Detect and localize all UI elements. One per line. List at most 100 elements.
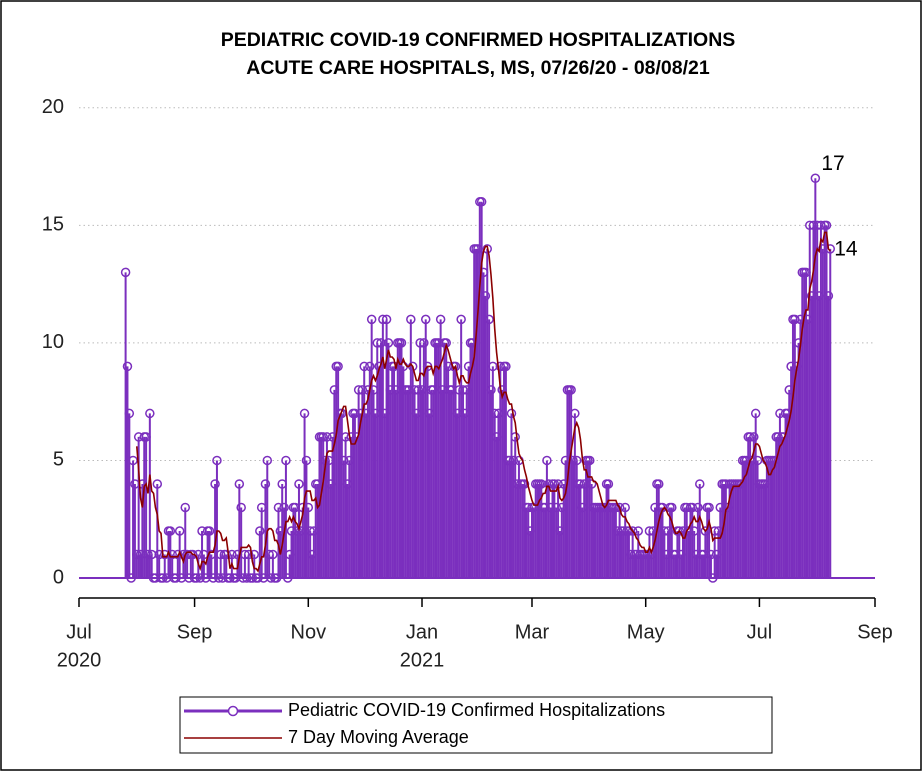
stem-marker — [506, 408, 517, 419]
legend-marker — [227, 705, 239, 717]
stem-marker — [752, 455, 763, 466]
stem-marker — [501, 361, 511, 372]
stem-marker — [281, 455, 291, 466]
stem-marker — [406, 314, 416, 325]
stem-marker — [695, 479, 705, 489]
stem-marker — [165, 526, 176, 536]
stem-marker — [654, 479, 664, 489]
stem-marker — [122, 361, 133, 372]
x-tick-label: Mar — [515, 621, 550, 643]
stem-marker — [396, 338, 407, 348]
stem-marker — [825, 244, 836, 254]
stem-marker — [586, 479, 597, 489]
stem-marker — [187, 549, 198, 560]
stem-marker — [542, 455, 552, 466]
x-tick-label: Nov — [291, 621, 327, 643]
stem-marker — [749, 432, 759, 442]
stem-marker — [693, 502, 703, 513]
stem-marker — [667, 502, 677, 513]
stem-marker — [482, 244, 493, 254]
stem-marker — [191, 573, 202, 583]
stem-marker — [249, 549, 259, 560]
stem-marker — [212, 455, 222, 466]
stem-marker — [551, 502, 561, 513]
x-tick-label: Jul — [66, 621, 92, 643]
stem-marker — [365, 361, 375, 372]
y-tick-label: 5 — [53, 449, 64, 471]
annotation: 17 — [821, 152, 844, 175]
stem-marker — [614, 502, 625, 513]
stem-marker — [214, 573, 224, 583]
legend: Pediatric COVID-19 Confirmed Hospitaliza… — [179, 696, 773, 754]
x-tick-label: 2021 — [400, 649, 445, 671]
x-tick-label: May — [627, 621, 665, 643]
stem-marker — [419, 338, 429, 348]
stem-marker — [381, 314, 392, 325]
stem-marker — [508, 455, 519, 466]
stem-marker — [750, 408, 761, 419]
stem-marker — [366, 314, 377, 325]
stem-marker — [294, 479, 304, 489]
chart-title: PEDIATRIC COVID-19 CONFIRMED HOSPITALIZA… — [221, 29, 736, 51]
stem-marker — [242, 573, 252, 583]
stem-marker — [821, 220, 832, 231]
x-tick-label: Jul — [747, 621, 773, 643]
stem-marker — [476, 197, 487, 207]
stem-marker — [158, 573, 168, 583]
stem-marker — [566, 385, 576, 395]
stem-marker — [120, 267, 131, 278]
x-tick-label: Sep — [177, 621, 213, 643]
stem-marker — [420, 314, 431, 325]
stem-marker — [510, 432, 520, 442]
stem-marker — [359, 361, 369, 372]
annotation: 14 — [834, 237, 858, 260]
stem-marker — [247, 573, 258, 583]
stem-marker — [585, 455, 595, 466]
stem-marker — [383, 338, 394, 348]
x-tick-label: 2020 — [57, 649, 102, 671]
stem-marker — [262, 455, 273, 466]
stem-marker — [810, 173, 821, 184]
stem-marker — [357, 385, 368, 395]
stem-marker — [484, 314, 494, 325]
y-tick-label: 20 — [42, 96, 64, 118]
stem-marker — [180, 502, 191, 513]
stem-marker — [486, 385, 496, 395]
stem-marker — [225, 573, 235, 583]
stem-marker — [221, 549, 232, 560]
stem-marker — [333, 361, 343, 372]
stem-marker — [603, 479, 614, 489]
stem-marker — [204, 526, 215, 536]
stem-marker — [570, 408, 580, 419]
x-tick-label: Sep — [857, 621, 893, 643]
stem-marker — [299, 408, 310, 419]
stem-marker — [145, 408, 155, 419]
stem-marker — [338, 455, 349, 466]
y-tick-label: 0 — [53, 566, 64, 588]
stem-marker — [234, 479, 245, 489]
stem-marker — [174, 526, 185, 536]
stem-marker — [790, 314, 800, 325]
legend-label: 7 Day Moving Average — [288, 727, 469, 747]
stem-marker — [627, 526, 638, 536]
stem-marker — [456, 314, 466, 325]
legend-box — [179, 696, 773, 754]
stem-marker — [633, 526, 644, 536]
chart-subtitle: ACUTE CARE HOSPITALS, MS, 07/26/20 - 08/… — [246, 57, 710, 79]
stem-marker — [243, 549, 254, 560]
y-tick-label: 15 — [42, 214, 64, 236]
stem-marker — [704, 502, 714, 513]
legend-label: Pediatric COVID-19 Confirmed Hospitaliza… — [288, 700, 665, 720]
stem-marker — [823, 291, 834, 301]
y-tick-label: 10 — [42, 331, 64, 353]
stem-marker — [279, 502, 289, 513]
stem-marker — [480, 291, 491, 301]
stem-marker — [301, 455, 312, 466]
stem-marker — [152, 479, 163, 489]
stem-marker — [124, 408, 135, 419]
stem-marker — [687, 502, 698, 513]
axes: 0 5 10 15 20 Jul 2020 Sep Nov Jan 2021 Mar May Jul Sep — [42, 96, 893, 671]
moving-average-line — [135, 231, 831, 573]
